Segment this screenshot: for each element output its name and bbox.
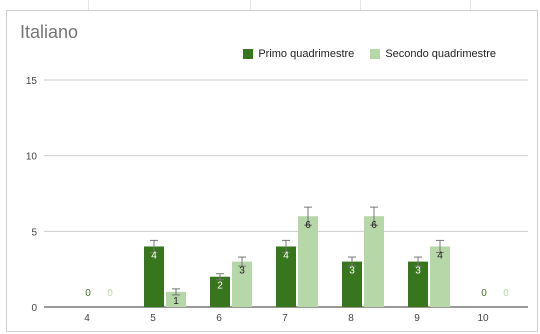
data-label: 0 xyxy=(107,288,113,299)
data-label: 0 xyxy=(481,288,487,299)
chart-title: Italiano xyxy=(20,22,79,42)
legend-label-secondo: Secondo quadrimestre xyxy=(385,48,496,60)
bar-primo xyxy=(342,261,362,307)
x-tick-label: 4 xyxy=(84,313,90,324)
x-tick-label: 5 xyxy=(150,313,156,324)
y-tick-label: 0 xyxy=(31,303,37,314)
x-tick-label: 10 xyxy=(477,313,489,324)
legend-swatch-secondo xyxy=(370,49,381,59)
y-tick-label: 10 xyxy=(26,152,38,163)
data-label: 4 xyxy=(437,250,443,261)
bar-secondo xyxy=(232,261,252,307)
x-tick-label: 8 xyxy=(348,313,354,324)
data-label: 4 xyxy=(283,250,289,261)
data-label: 0 xyxy=(85,288,91,299)
x-tick-label: 6 xyxy=(216,313,222,324)
sheet-column-divider xyxy=(88,0,89,12)
bar-secondo xyxy=(430,246,450,307)
data-label: 6 xyxy=(305,220,311,231)
bar-secondo xyxy=(298,216,318,307)
sheet-column-divider xyxy=(470,0,471,12)
x-tick-label: 9 xyxy=(414,313,420,324)
bar-primo xyxy=(144,246,164,307)
y-tick-label: 15 xyxy=(26,76,38,87)
data-label: 6 xyxy=(371,220,377,231)
data-label: 1 xyxy=(173,296,179,307)
data-label: 2 xyxy=(217,281,223,292)
data-label: 3 xyxy=(415,266,421,277)
bar-secondo xyxy=(364,216,384,307)
bar-secondo xyxy=(166,291,186,307)
y-tick-label: 5 xyxy=(31,227,37,238)
bar-primo xyxy=(276,246,296,307)
chart-legend: Primo quadrimestre Secondo quadrimestre xyxy=(243,48,496,60)
legend-item-primo: Primo quadrimestre xyxy=(243,48,354,60)
bar-primo xyxy=(408,261,428,307)
bar-primo xyxy=(210,276,230,307)
data-label: 4 xyxy=(151,250,157,261)
sheet-column-divider xyxy=(250,0,251,12)
legend-swatch-primo xyxy=(243,49,254,59)
legend-label-primo: Primo quadrimestre xyxy=(258,48,355,60)
x-tick-label: 7 xyxy=(282,313,288,324)
sheet-column-divider xyxy=(360,0,361,12)
data-label: 3 xyxy=(239,266,245,277)
data-label: 0 xyxy=(503,288,509,299)
legend-item-secondo: Secondo quadrimestre xyxy=(370,48,496,60)
data-label: 3 xyxy=(349,266,355,277)
